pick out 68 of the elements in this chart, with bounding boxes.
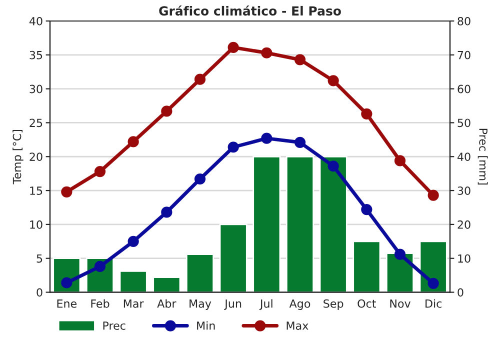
y2-tick-label: 80 xyxy=(458,16,470,26)
point xyxy=(294,54,306,66)
x-tick-label: Jul xyxy=(259,299,272,310)
x-tick-label: Ene xyxy=(57,300,77,308)
point xyxy=(361,108,372,120)
point xyxy=(261,47,272,58)
point xyxy=(228,42,239,54)
point xyxy=(61,277,72,288)
point xyxy=(328,160,339,172)
y2-tick-label: 70 xyxy=(458,50,470,60)
point xyxy=(128,236,139,247)
y-tick-label: 5 xyxy=(36,254,42,263)
x-tick-label: Jun xyxy=(224,300,242,310)
point xyxy=(128,136,139,148)
point xyxy=(161,106,172,117)
point xyxy=(94,166,106,178)
x-tick-label: Dic xyxy=(426,299,442,308)
point xyxy=(161,206,172,218)
point xyxy=(94,260,106,272)
y-tick-label: 15 xyxy=(30,186,42,195)
y-axis-title: Temp [°C] xyxy=(12,130,24,184)
bar xyxy=(319,156,348,292)
point xyxy=(394,248,406,260)
x-tick-label: Mar xyxy=(124,300,144,308)
chart-title: Gráfico climático - El Paso xyxy=(159,5,341,16)
point xyxy=(294,136,306,148)
y-tick-label: 0 xyxy=(36,288,42,297)
y2-tick-label: 60 xyxy=(458,84,470,94)
y2-tick-label: 20 xyxy=(458,220,470,229)
point xyxy=(61,186,72,198)
point xyxy=(194,74,206,85)
y-tick-label: 40 xyxy=(29,16,42,26)
bar xyxy=(186,254,214,292)
point xyxy=(261,132,272,144)
legend-label: Min xyxy=(197,321,215,330)
x-tick-label: Oct xyxy=(358,299,376,308)
y2-axis-title: Prec [mm] xyxy=(478,128,488,184)
bar xyxy=(152,276,181,292)
bar xyxy=(119,270,148,292)
y2-tick-label: 30 xyxy=(458,186,470,195)
point xyxy=(328,75,339,86)
y2-tick-label: 50 xyxy=(458,118,470,128)
bar xyxy=(219,224,248,292)
y-tick-label: 30 xyxy=(30,84,42,94)
x-tick-label: Feb xyxy=(91,299,110,308)
y-tick-label: 35 xyxy=(30,50,42,60)
y-tick-label: 20 xyxy=(30,152,42,162)
point xyxy=(228,142,239,153)
y2-tick-label: 10 xyxy=(458,254,470,263)
x-tick-label: Sep xyxy=(324,299,344,310)
x-tick-label: Nov xyxy=(390,300,411,308)
bar xyxy=(286,156,314,292)
point xyxy=(394,155,406,166)
x-tick-label: Abr xyxy=(157,299,176,308)
x-tick-label: May xyxy=(190,300,212,310)
point xyxy=(361,204,372,216)
legend-label: Prec xyxy=(103,322,126,330)
legend-label: Max xyxy=(286,322,308,330)
x-tick-label: Ago xyxy=(289,300,310,310)
y-tick-label: 25 xyxy=(30,118,42,128)
point xyxy=(194,173,206,185)
point xyxy=(428,278,439,289)
bar xyxy=(252,156,281,292)
bar xyxy=(352,240,381,292)
y2-tick-label: 0 xyxy=(458,288,464,297)
y-tick-label: 10 xyxy=(30,220,42,229)
point xyxy=(428,190,439,201)
y2-tick-label: 40 xyxy=(457,152,470,162)
